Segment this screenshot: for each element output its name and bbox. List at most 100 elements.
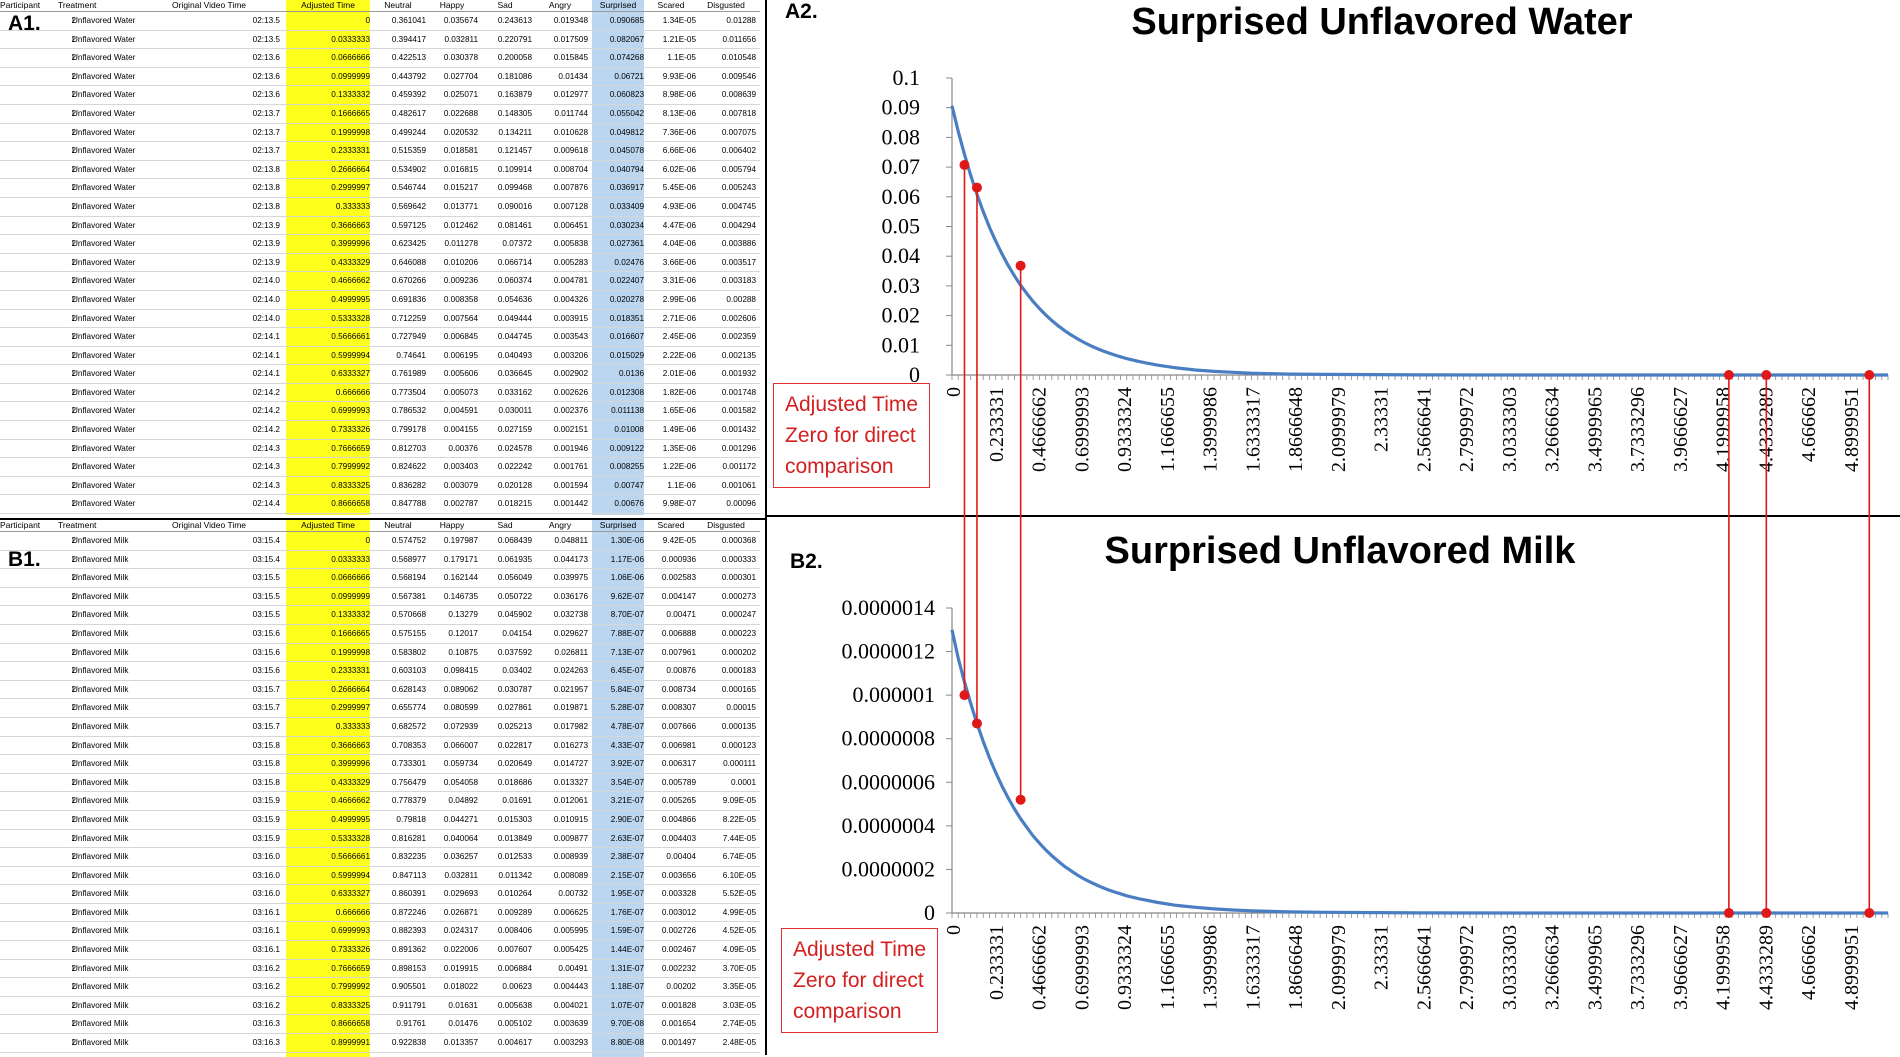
table-cell: 1.44E-07: [592, 941, 644, 959]
table-cell: 0.01008: [592, 421, 644, 439]
table-row: 2 Unflavored Milk 03:15.4 0 0.574752 0.197987…: [0, 532, 760, 551]
x-tick-label: 0: [943, 387, 965, 397]
x-tick-label: 1.6333317: [1242, 387, 1264, 472]
table-cell: 02:13.6: [252, 53, 280, 63]
table-cell: Unflavored Milk: [72, 573, 129, 583]
table-cell: 2: [71, 406, 76, 416]
table-cell: Unflavored Milk: [72, 870, 129, 880]
table-cell: 0.072939: [443, 721, 478, 731]
table-cell: 03:16.2: [252, 1000, 280, 1010]
table-cell: 0.04892: [448, 796, 478, 806]
table-cell: Unflavored Milk: [72, 591, 129, 601]
table-cell: 0.011656: [722, 34, 756, 44]
annotation-line-3: comparison: [785, 455, 894, 478]
table-a-panel: Participant Treatment Original Video Time A…: [0, 0, 765, 515]
table-cell: 0.040493: [497, 350, 532, 360]
table-cell: 0.050722: [497, 591, 532, 601]
data-marker: [1723, 908, 1734, 918]
table-cell: 0.4333329: [286, 773, 370, 792]
y-tick-label: 0.04: [882, 243, 921, 268]
table-cell: Unflavored Water: [72, 350, 136, 360]
table-cell: 3.21E-07: [592, 792, 644, 810]
table-cell: Unflavored Water: [72, 313, 136, 323]
table-cell: 0.000202: [721, 647, 756, 657]
table-cell: 1.1E-06: [667, 480, 696, 490]
table-cell: 2.74E-05: [722, 1019, 756, 1029]
table-cell: 0.882393: [391, 926, 426, 936]
table-cell: 2: [71, 945, 76, 955]
table-cell: 2: [71, 684, 76, 694]
table-cell: 0.018686: [497, 777, 532, 787]
table-cell: 9.09E-05: [722, 796, 756, 806]
table-cell: 03:15.5: [252, 591, 280, 601]
column-header: Angry: [548, 0, 572, 10]
table-cell: 2: [71, 796, 76, 806]
table-cell: 0.003886: [721, 239, 756, 249]
table-cell: 2: [71, 703, 76, 713]
table-cell: 0.022817: [497, 740, 532, 750]
table-cell: 0.020278: [592, 290, 644, 309]
x-tick-label: 0: [943, 925, 965, 935]
table-cell: 0.016273: [553, 740, 588, 750]
table-cell: 0.007128: [553, 201, 588, 211]
table-cell: 0.089062: [443, 684, 478, 694]
table-cell: 0.002902: [553, 369, 588, 379]
table-cell: 0.080599: [443, 703, 478, 713]
table-cell: 2: [71, 1019, 76, 1029]
table-cell: Unflavored Milk: [72, 814, 129, 824]
column-header: Happy: [439, 0, 465, 10]
table-cell: 3.70E-05: [722, 963, 756, 973]
table-cell: 03:15.5: [252, 573, 280, 583]
table-cell: 02:13.7: [252, 146, 280, 156]
x-tick-label: 0.233331: [986, 925, 1008, 1000]
table-cell: 0.7999992: [286, 978, 370, 996]
table-cell: Unflavored Milk: [72, 647, 129, 657]
table-cell: 0.569642: [391, 201, 426, 211]
table-cell: 0.002726: [661, 926, 696, 936]
panel-label-b1: B1.: [8, 548, 41, 571]
table-cell: 0.004294: [721, 220, 756, 230]
table-cell: 02:13.6: [252, 71, 280, 81]
table-cell: 0.030787: [497, 684, 532, 694]
table-row: 2 Unflavored Water 02:14.1 0.6333327 0.76198…: [0, 365, 760, 384]
table-cell: 0.567381: [391, 591, 426, 601]
table-cell: 02:14.0: [252, 294, 280, 304]
table-cell: 0.035674: [443, 16, 478, 25]
table-cell: Unflavored Milk: [72, 1019, 129, 1029]
table-row: 2 Unflavored Water 02:14.2 0.666666 0.773504…: [0, 383, 760, 403]
table-cell: 2: [71, 1038, 76, 1048]
data-marker: [971, 182, 982, 193]
vertical-divider: [765, 0, 767, 1055]
x-tick-label: 3.9666627: [1670, 387, 1692, 472]
data-marker: [959, 690, 970, 701]
table-cell: 0.008734: [661, 684, 696, 694]
table-cell: 03:15.8: [252, 740, 280, 750]
table-cell: 0.1999998: [286, 643, 370, 662]
table-cell: 0.040064: [443, 833, 478, 843]
table-cell: 0.081461: [497, 220, 532, 230]
table-cell: Unflavored Water: [72, 90, 136, 100]
table-cell: 0.004021: [553, 1000, 588, 1010]
table-cell: 0.2333331: [286, 662, 370, 680]
table-cell: 0.001172: [722, 462, 756, 472]
table-cell: 0.000333: [721, 554, 756, 564]
table-cell: Unflavored Milk: [72, 759, 129, 769]
x-tick-label: 0.233331: [986, 387, 1008, 462]
table-cell: 4.93E-06: [662, 201, 696, 211]
table-cell: 0.037592: [497, 647, 532, 657]
table-cell: 0.568194: [391, 573, 426, 583]
table-cell: 7.44E-05: [722, 833, 756, 843]
table-cell: 0.002135: [721, 350, 756, 360]
table-cell: 0.847788: [391, 499, 426, 509]
table-cell: 0.020649: [497, 759, 532, 769]
table-cell: Unflavored Water: [72, 425, 136, 435]
table-cell: 0.036917: [592, 179, 644, 197]
table-cell: 5.84E-07: [592, 680, 644, 699]
table-cell: 2: [71, 425, 76, 435]
table-cell: Unflavored Water: [72, 108, 136, 118]
table-cell: 02:13.7: [252, 108, 280, 118]
column-header: Participant: [0, 0, 41, 10]
table-cell: 0.655774: [391, 703, 426, 713]
table-cell: 0.044173: [553, 554, 588, 564]
